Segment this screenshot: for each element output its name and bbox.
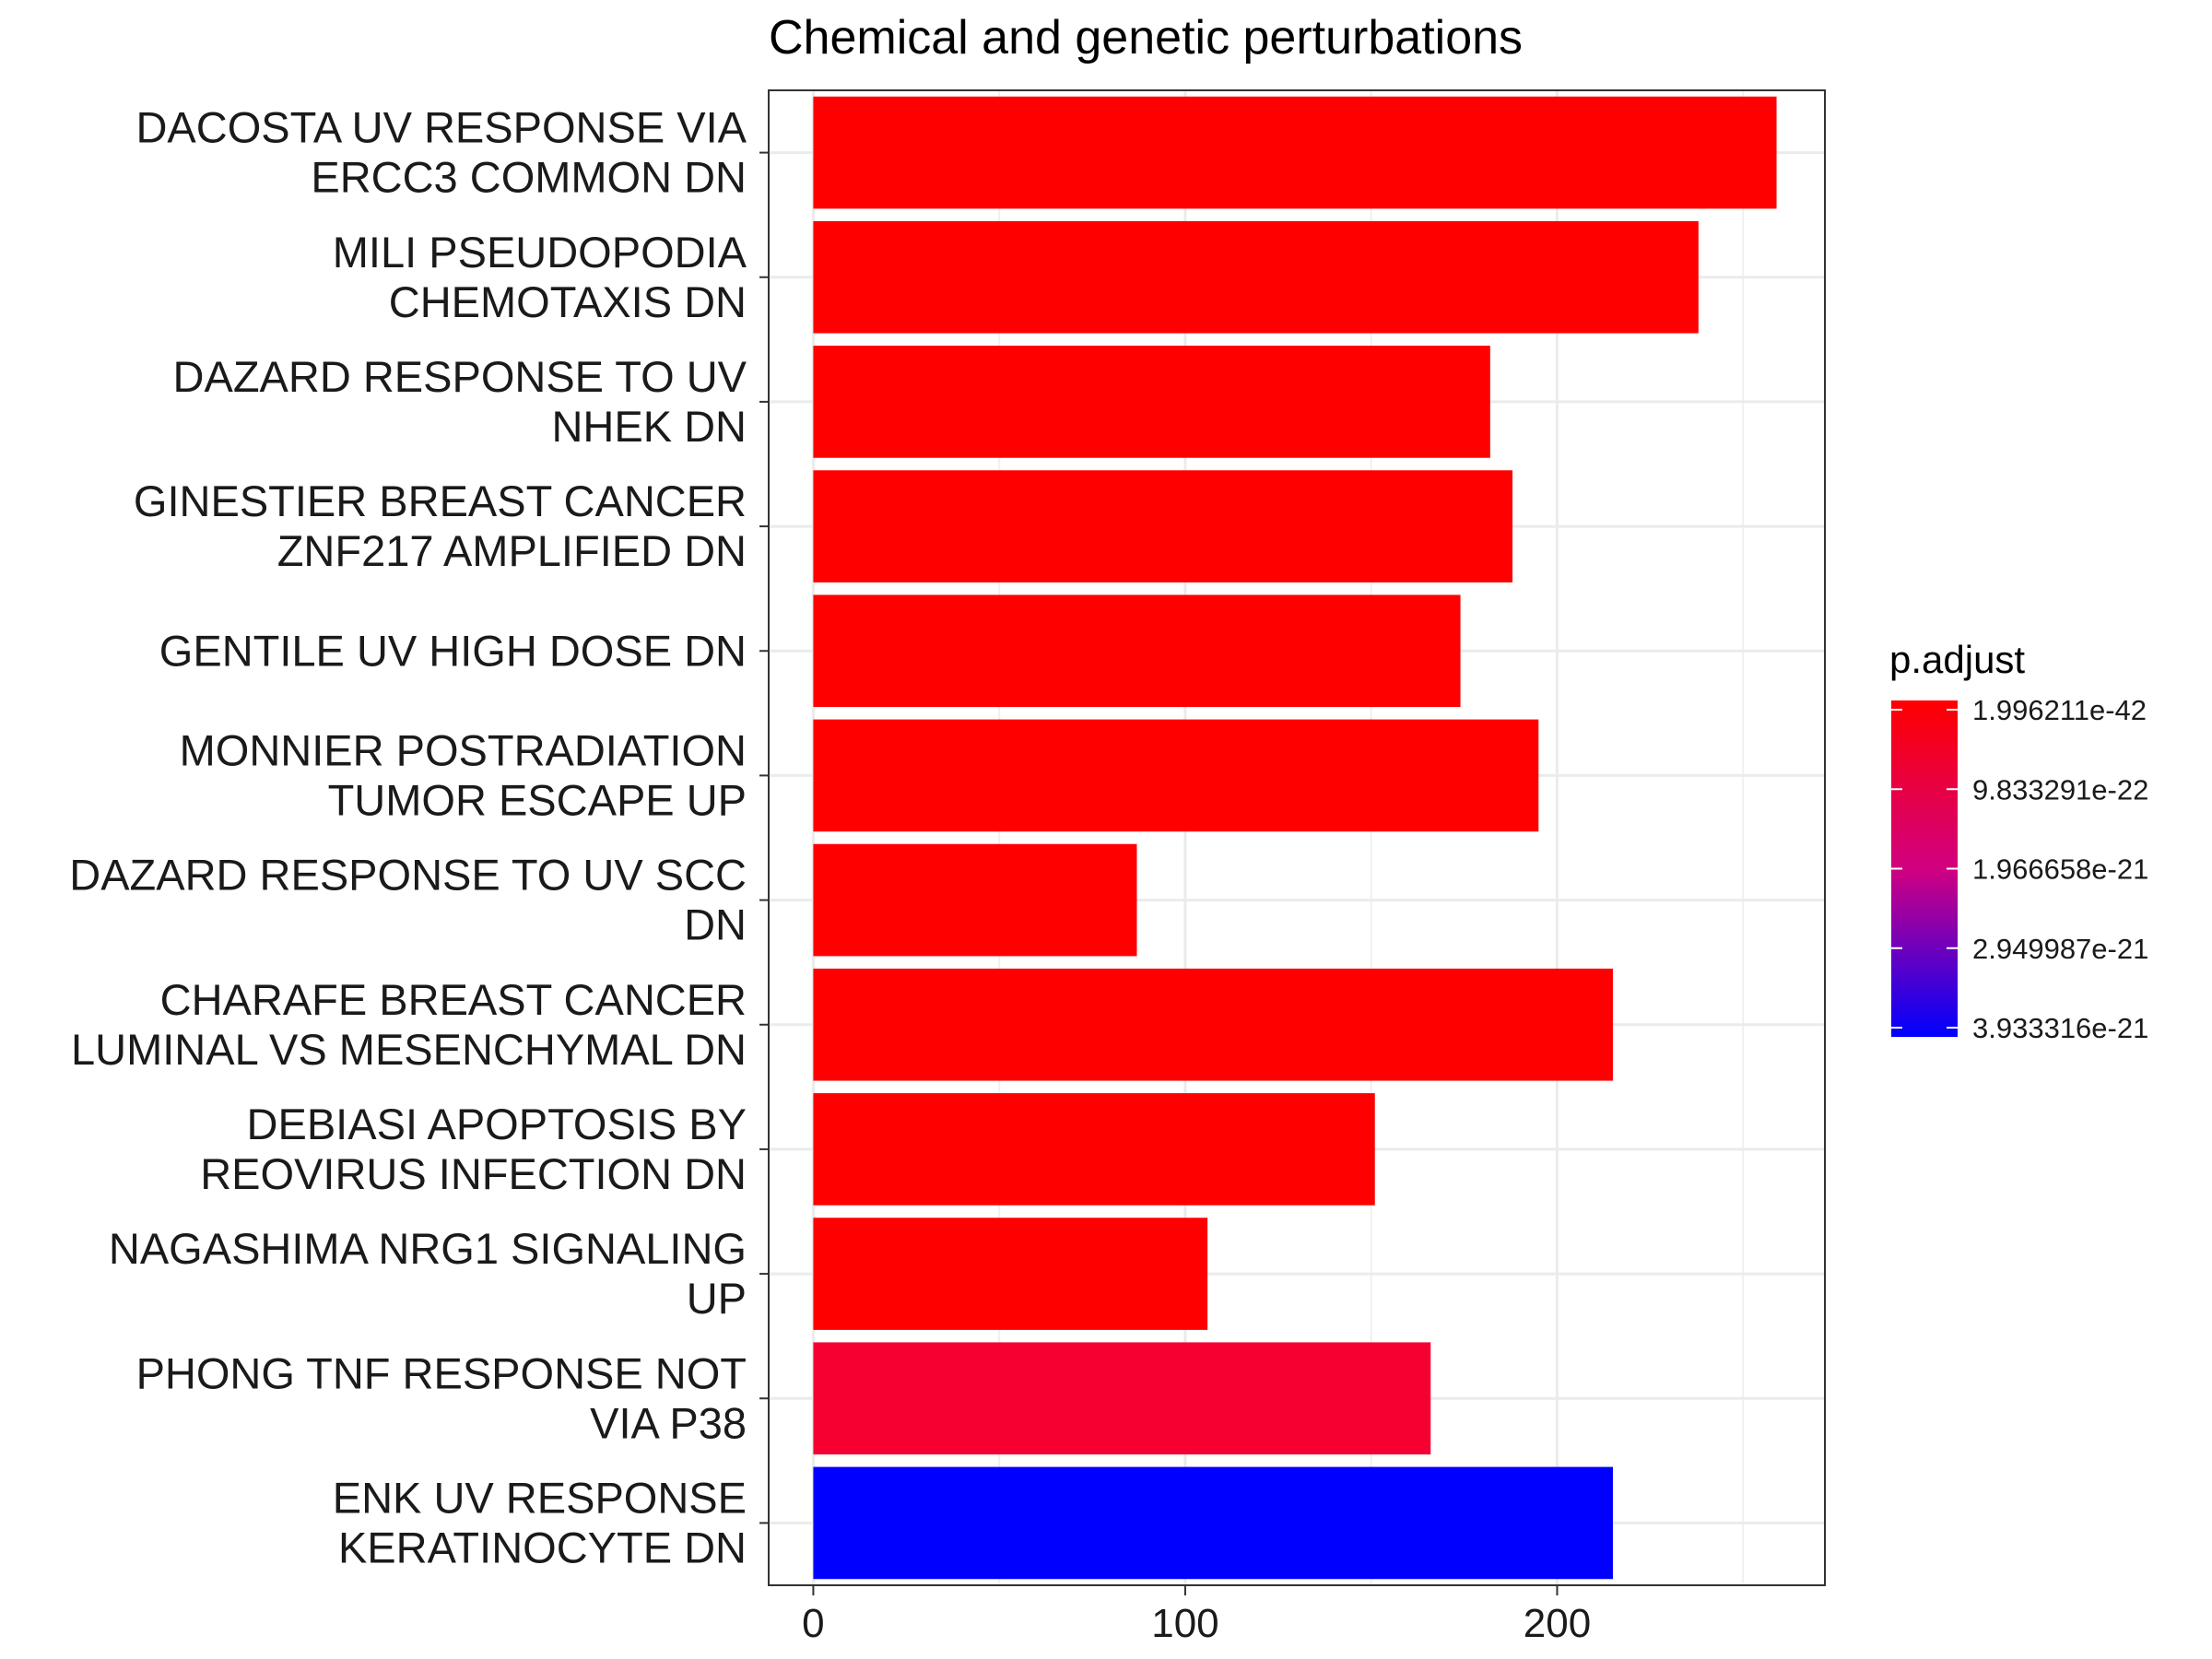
category-label: VIA P38	[590, 1398, 747, 1447]
bars	[813, 96, 1777, 1580]
x-tick-label: 0	[802, 1601, 824, 1646]
category-label: MILI PSEUDOPODIA	[333, 228, 747, 276]
bar	[813, 1218, 1208, 1330]
bar	[813, 1093, 1375, 1206]
legend-label: 2.949987e-21	[1972, 933, 2148, 965]
category-label: GENTILE UV HIGH DOSE DN	[159, 626, 747, 675]
x-tick-label: 200	[1524, 1601, 1591, 1646]
bar	[813, 968, 1613, 1081]
bar	[813, 843, 1137, 957]
category-label: ERCC3 COMMON DN	[311, 153, 747, 202]
category-label: DAZARD RESPONSE TO UV SCC	[69, 851, 747, 900]
category-label: ENK UV RESPONSE	[333, 1473, 747, 1522]
color-legend: p.adjust 1.996211e-42 9.833291e-22 1.96665…	[1889, 638, 2148, 1044]
category-label: MONNIER POSTRADIATION	[180, 725, 747, 774]
x-axis: 0 100 200	[802, 1585, 1591, 1646]
bar	[813, 1466, 1613, 1580]
bar	[813, 719, 1539, 832]
legend-label: 3.933316e-21	[1972, 1012, 2148, 1044]
category-label: CHARAFE BREAST CANCER	[160, 975, 747, 1024]
bar	[813, 1342, 1431, 1455]
category-label: GINESTIER BREAST CANCER	[134, 477, 747, 525]
legend-title: p.adjust	[1889, 638, 2025, 681]
chart-title: Chemical and genetic perturbations	[769, 11, 1523, 65]
category-label: UP	[687, 1274, 747, 1323]
category-label: DACOSTA UV RESPONSE VIA	[135, 103, 747, 152]
category-label: ZNF217 AMPLIFIED DN	[277, 526, 747, 575]
plot-background	[769, 90, 1825, 1585]
category-label: CHEMOTAXIS DN	[389, 277, 747, 326]
bar	[813, 594, 1461, 708]
x-tick-label: 100	[1151, 1601, 1218, 1646]
legend-label: 9.833291e-22	[1972, 773, 2148, 806]
bar	[813, 346, 1490, 458]
category-label: DAZARD RESPONSE TO UV	[173, 352, 747, 401]
plot-panel-border	[768, 89, 1826, 1586]
category-label: TUMOR ESCAPE UP	[328, 775, 747, 824]
bar	[813, 96, 1777, 209]
legend-label: 1.996211e-42	[1972, 694, 2147, 726]
category-label: DN	[684, 900, 747, 949]
category-label: NAGASHIMA NRG1 SIGNALING	[109, 1224, 747, 1273]
category-label: KERATINOCYTE DN	[338, 1523, 747, 1571]
category-label: DEBIASI APOPTOSIS BY	[247, 1100, 747, 1148]
category-label: REOVIRUS INFECTION DN	[200, 1149, 747, 1198]
bar	[813, 220, 1699, 334]
category-label: PHONG TNF RESPONSE NOT	[136, 1348, 747, 1397]
legend-label: 1.966658e-21	[1972, 853, 2148, 886]
category-label: NHEK DN	[551, 402, 747, 451]
category-label: LUMINAL VS MESENCHYMAL DN	[71, 1025, 747, 1074]
bar	[813, 470, 1513, 582]
